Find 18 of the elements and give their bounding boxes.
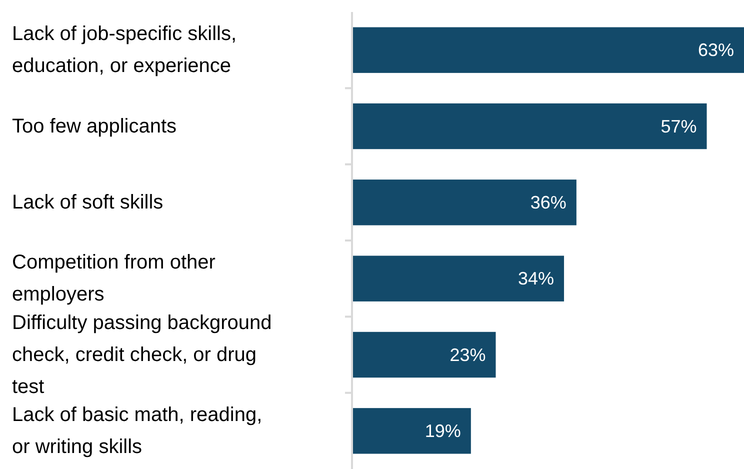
data-label: 36%	[530, 192, 566, 212]
y-tick-label: Too few applicants	[12, 115, 177, 138]
y-tick-label: Competition from other employers	[12, 252, 216, 306]
bar	[353, 27, 744, 73]
data-label: 19%	[424, 420, 461, 441]
data-label: 23%	[450, 344, 486, 365]
data-label: 63%	[698, 40, 734, 60]
data-label: 34%	[518, 268, 554, 289]
bar	[353, 180, 576, 226]
y-tick-label: Lack of soft skills	[12, 191, 164, 214]
bar	[353, 332, 496, 378]
data-label: 57%	[660, 116, 697, 136]
bar	[353, 256, 564, 302]
y-tick-label: Lack of basic math, reading, or writing skills	[12, 404, 262, 458]
bar	[353, 103, 707, 150]
y-tick-label: Lack of job-specific skills, education, or experience	[12, 23, 237, 78]
y-tick-label: Difficulty passing background check, credit check, or drug test	[12, 312, 272, 398]
bar	[353, 408, 471, 454]
